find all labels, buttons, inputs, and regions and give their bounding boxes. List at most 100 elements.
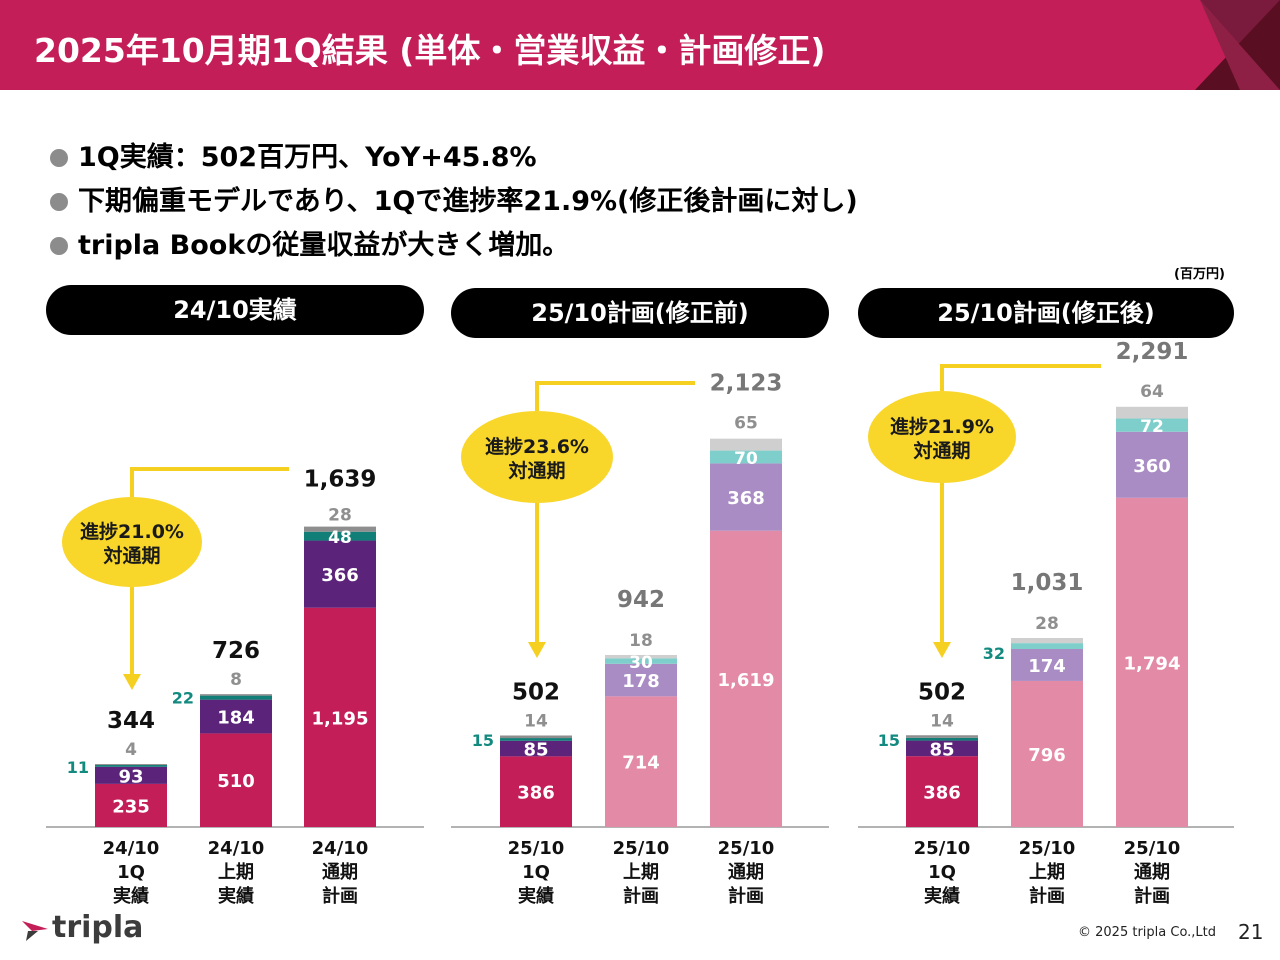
data-label: 174 <box>1028 656 1066 677</box>
category-label: 上期 <box>218 862 254 883</box>
bar-segment <box>200 733 272 827</box>
data-label: 28 <box>1035 614 1059 634</box>
bar-segment <box>1011 649 1083 681</box>
category-label: 25/10 <box>1019 838 1076 859</box>
bullet-item: 下期偏重モデルであり、1Qで進捗率21.9%(修正後計画に対し) <box>50 180 858 224</box>
bar-segment <box>605 654 677 659</box>
bullet-text: tripla Bookの従量収益が大きく増加。 <box>78 230 570 261</box>
bullet-dot-icon <box>50 193 68 211</box>
bar-segment <box>906 735 978 738</box>
category-label: 25/10 <box>613 838 670 859</box>
data-label: 235 <box>112 796 150 817</box>
bar-segment <box>304 526 376 532</box>
bar-segment <box>500 756 572 827</box>
bullet-text: 1Q実績：502百万円、YoY+45.8% <box>78 142 537 173</box>
corner-decoration <box>1195 0 1280 90</box>
bar-segment <box>1116 418 1188 432</box>
data-label: 178 <box>622 671 660 692</box>
data-label: 48 <box>328 528 352 548</box>
bullet-item: tripla Bookの従量収益が大きく増加。 <box>50 224 858 268</box>
callout-text: 対通期 <box>912 439 970 462</box>
data-label: 93 <box>118 766 143 787</box>
category-label: 実績 <box>518 885 554 907</box>
data-label: 4 <box>125 740 137 760</box>
callout-arrow-head <box>933 642 951 658</box>
data-label: 11 <box>67 758 89 777</box>
data-label: 796 <box>1028 745 1066 766</box>
callout-arrow-head <box>123 674 141 690</box>
data-label: 65 <box>734 414 758 434</box>
tripla-bird-icon <box>22 921 48 941</box>
category-label: 1Q <box>928 862 956 883</box>
bar-segment <box>906 756 978 827</box>
callout-text: 進捗21.9% <box>890 415 994 438</box>
copyright: © 2025 tripla Co.,Ltd <box>1078 925 1217 940</box>
category-label: 実績 <box>218 885 254 907</box>
bar-segment <box>710 450 782 464</box>
bar-segment <box>95 764 167 767</box>
data-label: 85 <box>523 740 548 761</box>
data-label: 368 <box>727 488 765 509</box>
bar-segment <box>1011 637 1083 644</box>
bar-segment <box>500 738 572 741</box>
unit-label: (百万円) <box>1174 267 1225 282</box>
progress-callout-bubble <box>62 497 202 587</box>
bar-segment <box>95 766 167 784</box>
category-label: 通期 <box>728 862 764 883</box>
progress-callout-bubble <box>868 391 1016 483</box>
bar-segment <box>200 699 272 734</box>
callout-arrow-head <box>528 642 546 658</box>
data-label: 510 <box>217 771 255 792</box>
progress-callout-bubble <box>461 411 613 503</box>
callout-connector <box>940 364 1101 391</box>
total-label: 344 <box>107 708 155 734</box>
bar-segment <box>710 463 782 531</box>
data-label: 1,195 <box>312 708 369 729</box>
panel-title-25-10-plan-before: 25/10計画(修正前) <box>451 288 829 338</box>
data-label: 64 <box>1140 382 1164 402</box>
category-label: 計画 <box>322 885 358 907</box>
data-label: 22 <box>172 689 194 708</box>
bar-segment <box>1011 680 1083 827</box>
data-label: 70 <box>734 449 758 469</box>
data-label: 30 <box>629 653 653 673</box>
data-label: 366 <box>321 565 359 586</box>
category-label: 25/10 <box>914 838 971 859</box>
callout-text: 進捗23.6% <box>485 435 589 458</box>
bar-segment <box>710 438 782 451</box>
category-label: 通期 <box>1134 862 1170 883</box>
category-label: 計画 <box>1134 885 1170 907</box>
total-label: 942 <box>617 587 665 613</box>
bar-segment <box>710 530 782 827</box>
total-label: 2,291 <box>1116 339 1189 365</box>
category-label: 1Q <box>117 862 145 883</box>
total-label: 502 <box>918 679 966 705</box>
category-label: 実績 <box>924 885 960 907</box>
bar-segment <box>200 694 272 696</box>
data-label: 15 <box>472 731 494 750</box>
data-label: 184 <box>217 708 255 729</box>
bar-segment <box>605 658 677 664</box>
category-label: 24/10 <box>103 838 160 859</box>
data-label: 386 <box>517 783 555 804</box>
bar-segment <box>605 696 677 827</box>
data-label: 72 <box>1140 417 1164 437</box>
bar-segment <box>500 735 572 739</box>
bar-segment <box>304 607 376 827</box>
bar-segment <box>1116 406 1188 419</box>
bar-segment <box>200 695 272 700</box>
category-label: 24/10 <box>208 838 265 859</box>
data-label: 28 <box>328 506 352 526</box>
category-label: 上期 <box>623 862 659 883</box>
data-label: 8 <box>230 670 242 690</box>
bar-segment <box>304 531 376 541</box>
category-label: 通期 <box>322 862 358 883</box>
data-label: 85 <box>929 739 954 760</box>
header-bar: 2025年10月期1Q結果 (単体・営業収益・計画修正) <box>0 0 1280 90</box>
total-label: 1,639 <box>304 467 377 493</box>
bar-segment <box>906 737 978 741</box>
callout-text: 対通期 <box>507 459 565 482</box>
bar-segment <box>906 740 978 757</box>
callout-text: 対通期 <box>102 544 160 567</box>
total-label: 726 <box>212 638 260 664</box>
